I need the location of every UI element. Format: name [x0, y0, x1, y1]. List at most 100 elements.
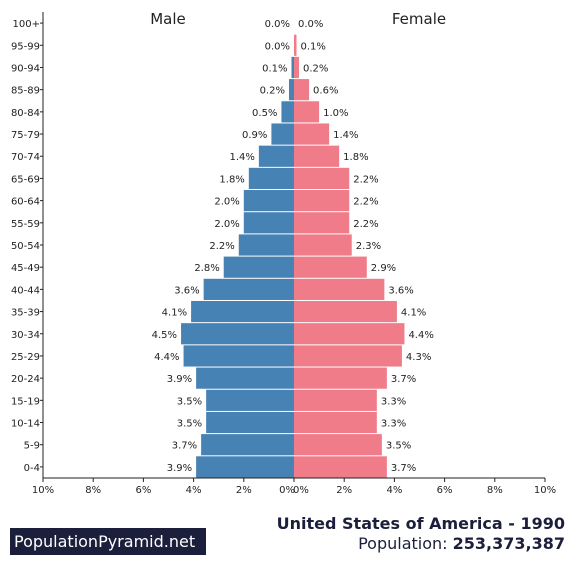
male-value-label: 0.1%: [262, 63, 287, 74]
population-pyramid-chart: Male Female 100+ 0.0% 0.0% 95-99 0.0% 0.1% 90-94…: [11, 10, 556, 496]
age-group-label: 65-69: [11, 174, 40, 185]
x-tick-label: 8%: [487, 485, 503, 496]
age-group-label: 0-4: [24, 463, 40, 474]
male-value-label: 3.7%: [172, 441, 197, 452]
female-bar: [294, 56, 300, 79]
female-value-label: 2.9%: [371, 263, 396, 274]
age-group-label: 5-9: [24, 441, 40, 452]
age-group-label: 20-24: [11, 374, 40, 385]
population-line: Population: 253,373,387: [358, 534, 565, 553]
male-value-label: 0.5%: [252, 108, 277, 119]
female-bar: [294, 434, 382, 456]
age-group-label: 60-64: [11, 197, 40, 208]
male-bar: [281, 101, 294, 123]
female-value-label: 3.7%: [391, 463, 416, 474]
male-value-label: 3.9%: [167, 374, 192, 385]
female-bar: [294, 123, 330, 145]
male-value-label: 3.5%: [177, 396, 202, 407]
male-value-label: 4.4%: [154, 352, 179, 363]
age-group-label: 50-54: [11, 241, 40, 252]
male-bar: [206, 389, 294, 411]
male-value-label: 0.0%: [265, 19, 290, 30]
female-bar: [294, 167, 350, 190]
male-bar: [288, 79, 294, 101]
male-bar: [196, 456, 294, 478]
male-value-label: 2.0%: [214, 219, 239, 230]
male-bar: [243, 212, 294, 234]
age-group-label: 45-49: [11, 263, 40, 274]
female-bar: [294, 212, 350, 234]
female-bar: [294, 300, 397, 323]
age-group-label: 90-94: [11, 63, 40, 74]
x-tick-label: 2%: [336, 485, 352, 496]
legend-male-label: Male: [150, 10, 186, 28]
male-value-label: 0.9%: [242, 130, 267, 141]
female-value-label: 3.6%: [388, 285, 413, 296]
age-group-label: 95-99: [11, 41, 40, 52]
female-bar: [294, 323, 405, 345]
population-label: Population:: [358, 534, 453, 553]
male-bar: [196, 367, 294, 389]
female-value-label: 4.3%: [406, 352, 431, 363]
female-bar: [294, 411, 377, 434]
age-group-label: 10-14: [11, 419, 40, 430]
female-value-label: 3.7%: [391, 374, 416, 385]
female-bar: [294, 389, 377, 411]
female-bar: [294, 345, 402, 367]
female-value-label: 1.8%: [343, 152, 368, 163]
x-tick-label: 10%: [32, 485, 54, 496]
female-bar: [294, 256, 367, 278]
female-value-label: 3.3%: [381, 396, 406, 407]
male-bar: [181, 323, 294, 345]
male-value-label: 3.6%: [174, 285, 199, 296]
age-group-label: 75-79: [11, 130, 40, 141]
age-group-label: 100+: [13, 19, 40, 30]
male-bar: [271, 123, 294, 145]
population-value: 253,373,387: [452, 534, 565, 553]
female-value-label: 0.6%: [313, 86, 338, 97]
age-group-label: 15-19: [11, 396, 40, 407]
x-tick-label: 2%: [236, 485, 252, 496]
female-value-label: 0.1%: [301, 41, 326, 52]
male-value-label: 1.8%: [219, 174, 244, 185]
female-bar: [294, 34, 297, 56]
female-bar: [294, 456, 387, 478]
country-year-title: United States of America - 1990: [276, 514, 565, 533]
male-bar: [223, 256, 294, 278]
age-group-label: 70-74: [11, 152, 40, 163]
age-group-label: 25-29: [11, 352, 40, 363]
female-bar: [294, 101, 320, 123]
legend-female-label: Female: [392, 10, 446, 28]
male-bar: [248, 167, 294, 190]
age-group-label: 30-34: [11, 330, 40, 341]
age-group-label: 55-59: [11, 219, 40, 230]
male-bar: [183, 345, 294, 367]
female-value-label: 3.3%: [381, 419, 406, 430]
male-value-label: 3.5%: [177, 419, 202, 430]
female-value-label: 4.4%: [408, 330, 433, 341]
male-value-label: 4.5%: [152, 330, 177, 341]
male-bar: [206, 411, 294, 434]
age-group-label: 85-89: [11, 86, 40, 97]
male-value-label: 0.2%: [260, 86, 285, 97]
male-bar: [201, 434, 294, 456]
male-value-label: 1.4%: [229, 152, 254, 163]
age-group-label: 80-84: [11, 108, 40, 119]
female-bar: [294, 190, 350, 212]
female-value-label: 2.3%: [356, 241, 381, 252]
x-tick-label: 10%: [534, 485, 556, 496]
male-value-label: 2.0%: [214, 197, 239, 208]
female-bar: [294, 79, 310, 101]
age-group-label: 40-44: [11, 285, 40, 296]
male-bar: [238, 234, 294, 256]
age-group-label: 35-39: [11, 308, 40, 319]
female-bar: [294, 234, 352, 256]
x-tick-label: 0%: [293, 485, 309, 496]
site-brand[interactable]: PopulationPyramid.net: [10, 528, 206, 555]
female-value-label: 4.1%: [401, 308, 426, 319]
male-bar: [191, 300, 294, 323]
x-tick-label: 0%: [279, 485, 295, 496]
female-value-label: 3.5%: [386, 441, 411, 452]
female-bar: [294, 145, 340, 167]
x-tick-label: 4%: [186, 485, 202, 496]
